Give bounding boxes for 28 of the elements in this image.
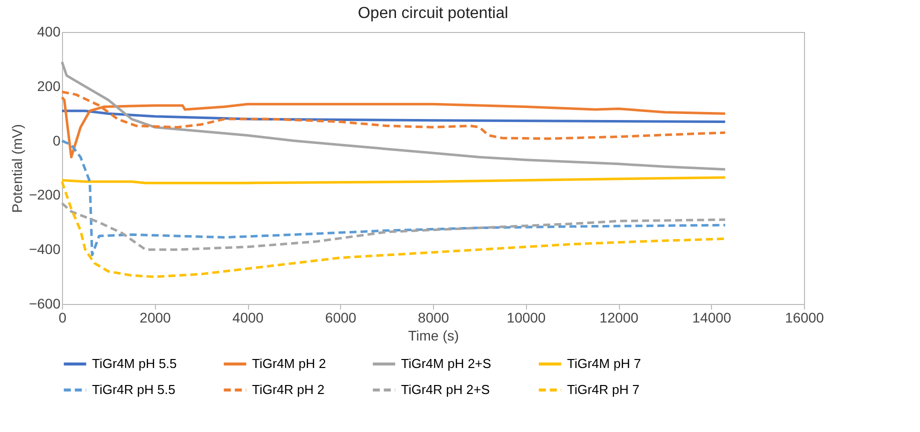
legend-label: TiGr4M pH 2+S [401,356,492,371]
y-tick-label: −600 [28,296,61,312]
x-tick-label: 4000 [232,310,264,326]
line-series [60,60,726,171]
x-tick-label: 6000 [325,310,357,326]
legend-label: TiGr4R pH 2+S [401,382,490,397]
x-tick-label: 14000 [692,310,732,326]
y-tick-label: 200 [37,78,61,94]
y-tick-label: 400 [37,24,61,40]
line-series [60,202,726,251]
x-tick-label: 10000 [506,310,546,326]
y-tick-label: 0 [52,132,61,148]
chart-title: Open circuit potential [358,5,508,22]
legend-label: TiGr4M pH 5.5 [92,356,177,371]
y-axis-title: Potential (mV) [8,124,25,213]
y-tick-label: −200 [28,186,61,203]
x-axis-title: Time (s) [408,328,459,344]
legend-label: TiGr4R pH 5.5 [92,382,176,397]
legend-label: TiGr4M pH 7 [567,356,641,371]
line-series [60,140,726,256]
legend-label: TiGr4R pH 7 [567,382,640,397]
legend-label: TiGr4M pH 2 [252,356,326,371]
x-tick-label: 16000 [785,310,824,326]
legend-label: TiGr4R pH 2 [252,382,324,397]
x-tick-label: 8000 [418,310,450,326]
y-tick-label: −400 [28,241,61,258]
x-tick-label: 12000 [600,310,639,326]
x-tick-label: 2000 [140,310,172,326]
